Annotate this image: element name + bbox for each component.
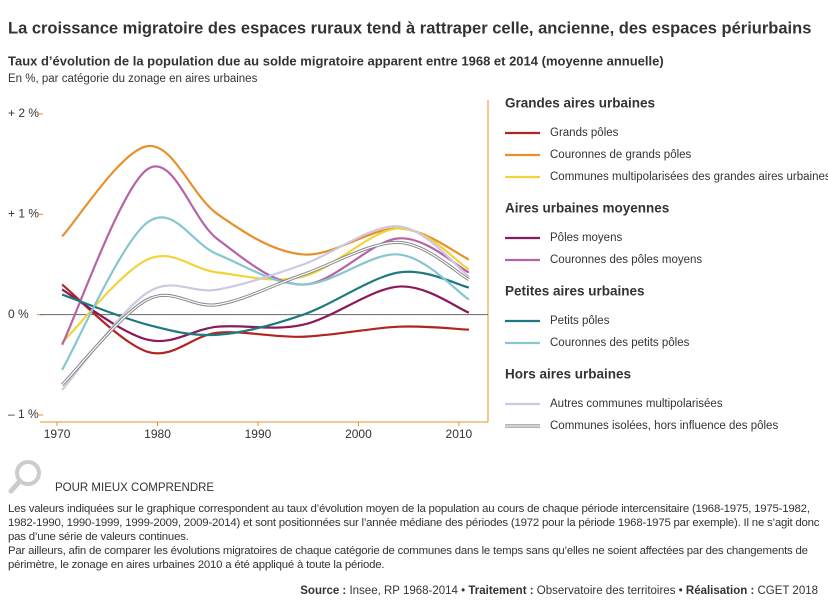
series-line xyxy=(61,165,470,346)
legend-group-title: Grandes aires urbaines xyxy=(505,96,655,111)
x-tick-label: 2010 xyxy=(446,427,473,441)
legend-label: Communes isolées, hors influence des pôl… xyxy=(550,420,778,432)
chart-title: La croissance migratoire des espaces rur… xyxy=(8,19,811,37)
chart-subtitle: Taux d’évolution de la population due au… xyxy=(8,53,664,68)
note-paragraph: Par ailleurs, afin de comparer les évolu… xyxy=(8,545,808,571)
legend-label: Couronnes des petits pôles xyxy=(550,337,690,349)
legend-label: Couronnes de grands pôles xyxy=(550,149,692,161)
legend-label: Communes multipolarisées des grandes air… xyxy=(550,171,828,183)
x-tick-label: 1990 xyxy=(245,427,272,441)
y-tick-label: + 1 % xyxy=(8,206,39,220)
x-tick-label: 1970 xyxy=(44,427,71,441)
series-line xyxy=(61,225,470,391)
series-line xyxy=(61,227,470,344)
source-text: CGET 2018 xyxy=(757,585,818,597)
source-label: Traitement : xyxy=(468,585,534,597)
series-line xyxy=(61,270,470,337)
series-line-inner xyxy=(61,241,470,386)
legend-label: Petits pôles xyxy=(550,315,610,327)
x-tick-label: 2000 xyxy=(345,427,372,441)
legend-label: Autres communes multipolarisées xyxy=(550,398,723,410)
note-paragraph: Les valeurs indiquées sur le graphique c… xyxy=(8,503,820,543)
legend-group-title: Petites aires urbaines xyxy=(505,284,645,299)
legend-label: Grands pôles xyxy=(550,127,619,139)
series-line xyxy=(61,216,470,371)
source-text: Insee, RP 1968-2014 • xyxy=(349,585,466,597)
legend-label: Pôles moyens xyxy=(550,232,622,244)
unit-note: En %, par catégorie du zonage en aires u… xyxy=(8,73,258,85)
y-tick-label: 0 % xyxy=(8,307,29,321)
source-label: Source : xyxy=(300,585,347,597)
series-line xyxy=(61,283,469,355)
chart: La croissance migratoire des espaces rur… xyxy=(8,19,828,494)
note-title: POUR MIEUX COMPRENDRE xyxy=(55,482,214,494)
source: Source : Insee, RP 1968-2014 • Traitemen… xyxy=(300,585,818,597)
legend-group-title: Hors aires urbaines xyxy=(505,367,631,382)
x-tick-label: 1980 xyxy=(144,427,171,441)
legend-group-title: Aires urbaines moyennes xyxy=(505,201,669,216)
source-label: Réalisation : xyxy=(685,585,755,597)
legend-label: Couronnes des pôles moyens xyxy=(550,254,702,266)
note: Les valeurs indiquées sur le graphique c… xyxy=(8,502,820,572)
source-text: Observatoire des territoires • xyxy=(536,585,683,597)
y-tick-label: – 1 % xyxy=(8,407,39,421)
y-tick-label: + 2 % xyxy=(8,106,39,120)
magnifier-icon xyxy=(8,460,41,494)
